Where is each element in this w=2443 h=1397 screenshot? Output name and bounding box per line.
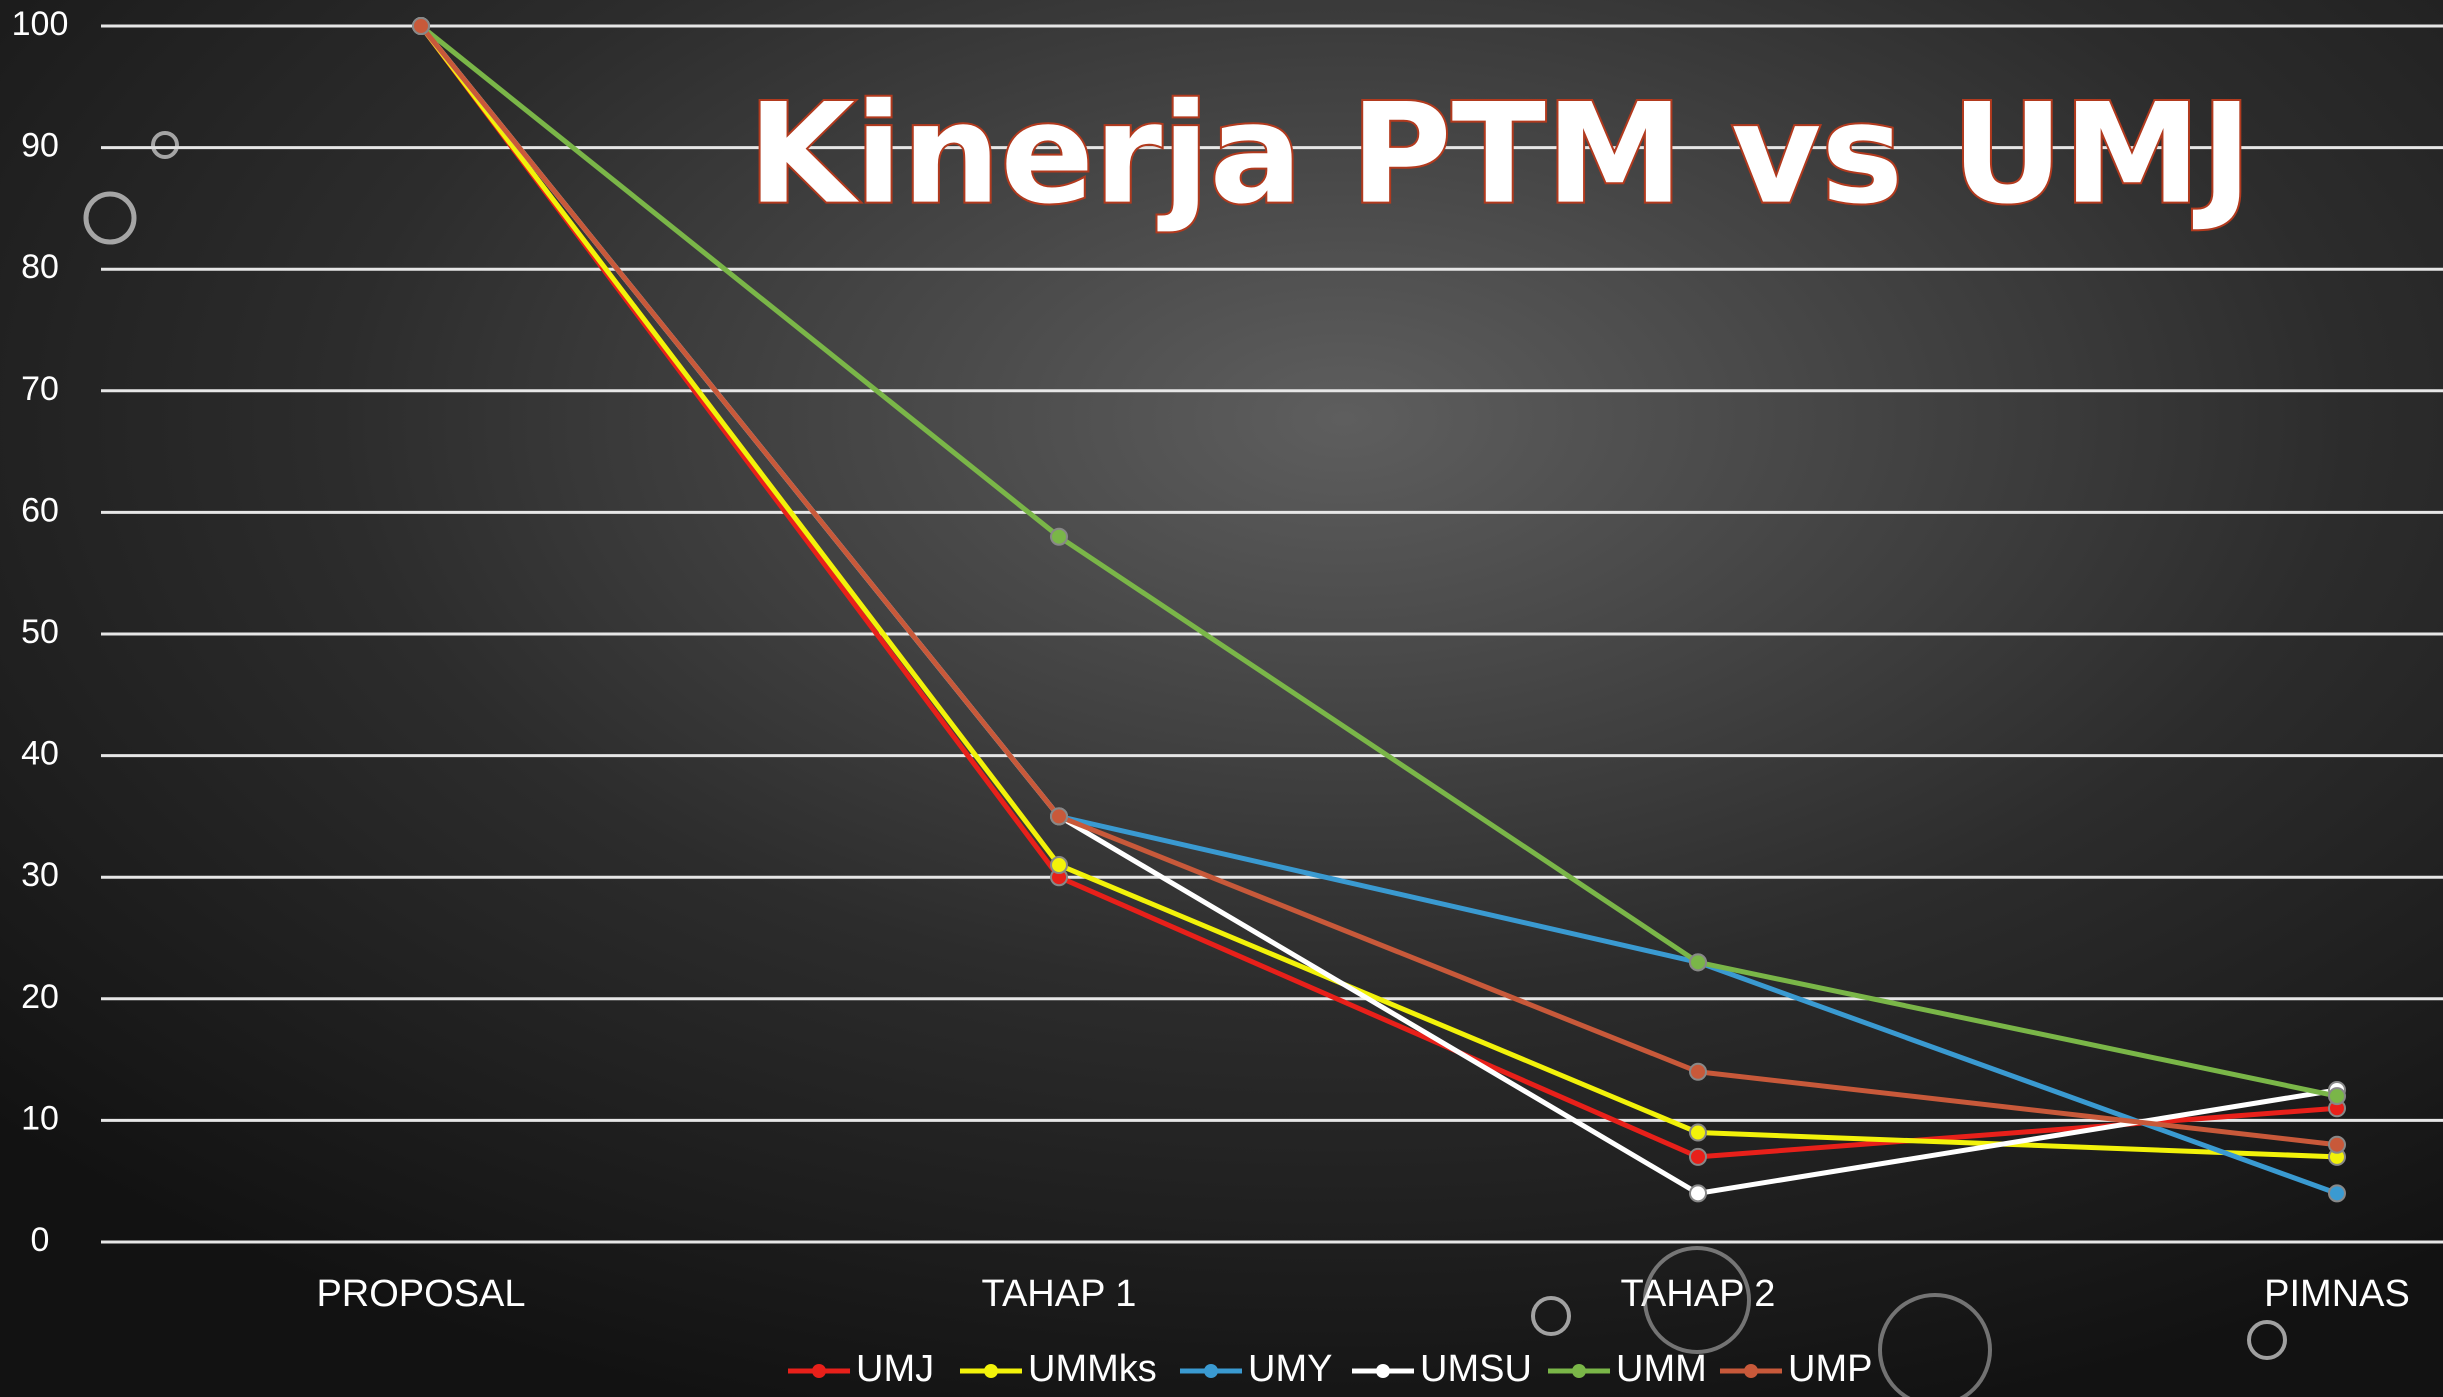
- y-tick-label: 60: [21, 491, 59, 529]
- chart: 0102030405060708090100PROPOSALTAHAP 1TAH…: [0, 0, 2443, 1397]
- legend-label: UMP: [1788, 1348, 1872, 1390]
- data-point: [413, 18, 429, 34]
- legend-marker: [1204, 1364, 1218, 1378]
- data-point: [1051, 857, 1067, 873]
- data-point: [1051, 808, 1067, 824]
- x-tick-label: PIMNAS: [2264, 1273, 2410, 1315]
- data-point: [1690, 1185, 1706, 1201]
- y-tick-label: 30: [21, 856, 59, 894]
- y-tick-label: 0: [31, 1221, 50, 1259]
- y-tick-label: 50: [21, 613, 59, 651]
- page: {"chart_data": {"type": "line", "title":…: [0, 0, 2443, 1397]
- y-tick-label: 20: [21, 978, 59, 1016]
- y-tick-label: 40: [21, 735, 59, 773]
- legend-marker: [1572, 1364, 1586, 1378]
- y-tick-label: 10: [21, 1099, 59, 1137]
- legend-marker: [1376, 1364, 1390, 1378]
- legend-marker: [984, 1364, 998, 1378]
- legend-marker: [812, 1364, 826, 1378]
- data-point: [2329, 1185, 2345, 1201]
- legend-label: UMY: [1248, 1348, 1332, 1390]
- data-point: [1690, 1125, 1706, 1141]
- data-point: [2329, 1088, 2345, 1104]
- data-point: [1051, 529, 1067, 545]
- data-point: [1690, 1064, 1706, 1080]
- y-tick-label: 80: [21, 248, 59, 286]
- legend-label: UMSU: [1420, 1348, 1532, 1390]
- chart-title: Kinerja PTM vs UMJ: [748, 74, 2252, 235]
- y-tick-label: 70: [21, 370, 59, 408]
- legend-label: UMM: [1616, 1348, 1707, 1390]
- y-tick-label: 100: [12, 5, 69, 43]
- legend-label: UMMks: [1028, 1348, 1157, 1390]
- x-tick-label: TAHAP 1: [982, 1273, 1137, 1315]
- data-point: [2329, 1137, 2345, 1153]
- y-tick-label: 90: [21, 127, 59, 165]
- legend-label: UMJ: [856, 1348, 934, 1390]
- data-point: [1690, 954, 1706, 970]
- data-point: [1690, 1149, 1706, 1165]
- legend-marker: [1744, 1364, 1758, 1378]
- x-tick-label: PROPOSAL: [316, 1273, 525, 1315]
